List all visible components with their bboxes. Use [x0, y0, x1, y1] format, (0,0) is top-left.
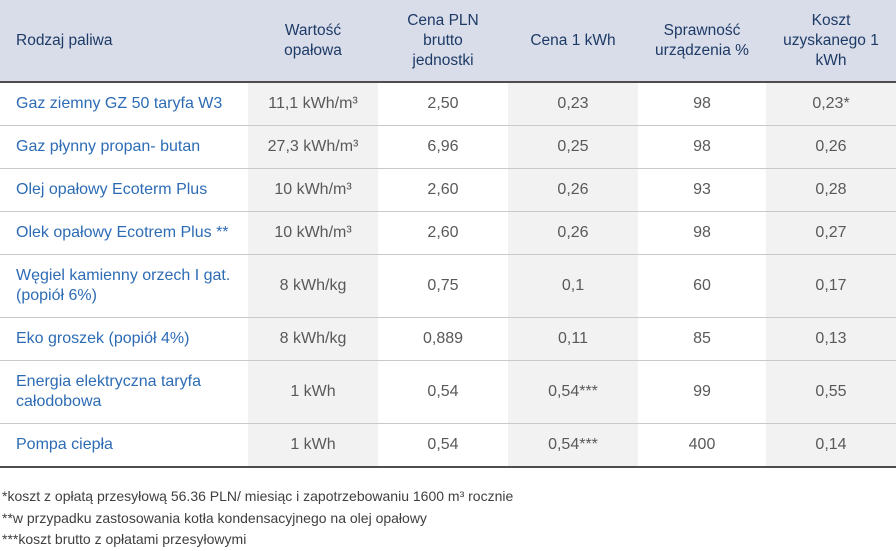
cell-fuel-name: Olej opałowy Ecoterm Plus	[0, 168, 248, 212]
cell-calorific-value: 1 kWh	[248, 360, 378, 424]
cell-price-per-kwh: 0,54***	[508, 360, 638, 424]
table-row: Pompa ciepła 1 kWh 0,54 0,54*** 400 0,14	[0, 423, 896, 468]
cell-calorific-value: 8 kWh/kg	[248, 317, 378, 361]
cell-device-efficiency: 98	[638, 125, 766, 169]
cell-fuel-name: Eko groszek (popiół 4%)	[0, 317, 248, 361]
cell-gross-unit-price: 2,60	[378, 168, 508, 212]
footnote-condensing-boiler: **w przypadku zastosowania kotła kondens…	[2, 509, 427, 526]
cell-cost-per-kwh: 0,17	[766, 254, 896, 318]
cell-cost-per-kwh: 0,27	[766, 211, 896, 255]
cell-fuel-name: Gaz płynny propan- butan	[0, 125, 248, 169]
table-row: Olej opałowy Ecoterm Plus 10 kWh/m³ 2,60…	[0, 168, 896, 212]
cell-cost-per-kwh: 0,55	[766, 360, 896, 424]
cell-device-efficiency: 98	[638, 211, 766, 255]
cell-price-per-kwh: 0,11	[508, 317, 638, 361]
cell-gross-unit-price: 6,96	[378, 125, 508, 169]
cell-gross-unit-price: 2,60	[378, 211, 508, 255]
cell-calorific-value: 11,1 kWh/m³	[248, 82, 378, 126]
column-header-gross-unit-price: Cena PLN brutto jednostki	[378, 0, 508, 83]
table-row: Węgiel kamienny orzech I gat. (popiół 6%…	[0, 254, 896, 318]
cell-gross-unit-price: 0,75	[378, 254, 508, 318]
cell-calorific-value: 8 kWh/kg	[248, 254, 378, 318]
cell-cost-per-kwh: 0,28	[766, 168, 896, 212]
footnote-transmission-fee: *koszt z opłatą przesyłową 56.36 PLN/ mi…	[2, 488, 514, 504]
column-header-fuel-type: Rodzaj paliwa	[0, 0, 248, 83]
column-header-cost-per-kwh: Koszt uzyskanego 1 kWh	[766, 0, 896, 83]
cell-gross-unit-price: 0,889	[378, 317, 508, 361]
cell-calorific-value: 1 kWh	[248, 423, 378, 468]
cell-device-efficiency: 400	[638, 423, 766, 468]
table-row: Gaz płynny propan- butan 27,3 kWh/m³ 6,9…	[0, 125, 896, 169]
cell-price-per-kwh: 0,25	[508, 125, 638, 169]
cell-cost-per-kwh: 0,13	[766, 317, 896, 361]
cell-gross-unit-price: 0,54	[378, 360, 508, 424]
cell-price-per-kwh: 0,23	[508, 82, 638, 126]
fuel-cost-table: Rodzaj paliwa Wartość opałowa Cena PLN b…	[0, 0, 896, 468]
column-header-calorific-value: Wartość opałowa	[248, 0, 378, 83]
cell-cost-per-kwh: 0,26	[766, 125, 896, 169]
cell-fuel-name: Pompa ciepła	[0, 423, 248, 468]
table-row: Eko groszek (popiół 4%) 8 kWh/kg 0,889 0…	[0, 317, 896, 361]
column-header-device-efficiency: Sprawność urządzenia %	[638, 0, 766, 83]
cell-device-efficiency: 99	[638, 360, 766, 424]
cell-cost-per-kwh: 0,14	[766, 423, 896, 468]
cell-device-efficiency: 93	[638, 168, 766, 212]
header-row: Rodzaj paliwa Wartość opałowa Cena PLN b…	[0, 0, 896, 83]
table-row: Energia elektryczna taryfa całodobowa 1 …	[0, 360, 896, 424]
table-row: Olek opałowy Ecotrem Plus ** 10 kWh/m³ 2…	[0, 211, 896, 255]
cell-fuel-name: Węgiel kamienny orzech I gat. (popiół 6%…	[0, 254, 248, 318]
cell-device-efficiency: 98	[638, 82, 766, 126]
cell-price-per-kwh: 0,54***	[508, 423, 638, 468]
cell-fuel-name: Olek opałowy Ecotrem Plus **	[0, 211, 248, 255]
footnote-gross-cost: ***koszt brutto z opłatami przesyłowymi	[2, 531, 247, 547]
cell-device-efficiency: 85	[638, 317, 766, 361]
cell-gross-unit-price: 2,50	[378, 82, 508, 126]
column-header-price-per-kwh: Cena 1 kWh	[508, 0, 638, 83]
cell-device-efficiency: 60	[638, 254, 766, 318]
cell-price-per-kwh: 0,26	[508, 211, 638, 255]
cell-price-per-kwh: 0,1	[508, 254, 638, 318]
footnotes: *koszt z opłatą przesyłową 56.36 PLN/ mi…	[0, 486, 896, 551]
cell-fuel-name: Gaz ziemny GZ 50 taryfa W3	[0, 82, 248, 126]
cell-calorific-value: 27,3 kWh/m³	[248, 125, 378, 169]
cell-fuel-name: Energia elektryczna taryfa całodobowa	[0, 360, 248, 424]
cell-cost-per-kwh: 0,23*	[766, 82, 896, 126]
cell-gross-unit-price: 0,54	[378, 423, 508, 468]
table-row: Gaz ziemny GZ 50 taryfa W3 11,1 kWh/m³ 2…	[0, 82, 896, 126]
cell-calorific-value: 10 kWh/m³	[248, 168, 378, 212]
cell-calorific-value: 10 kWh/m³	[248, 211, 378, 255]
cell-price-per-kwh: 0,26	[508, 168, 638, 212]
